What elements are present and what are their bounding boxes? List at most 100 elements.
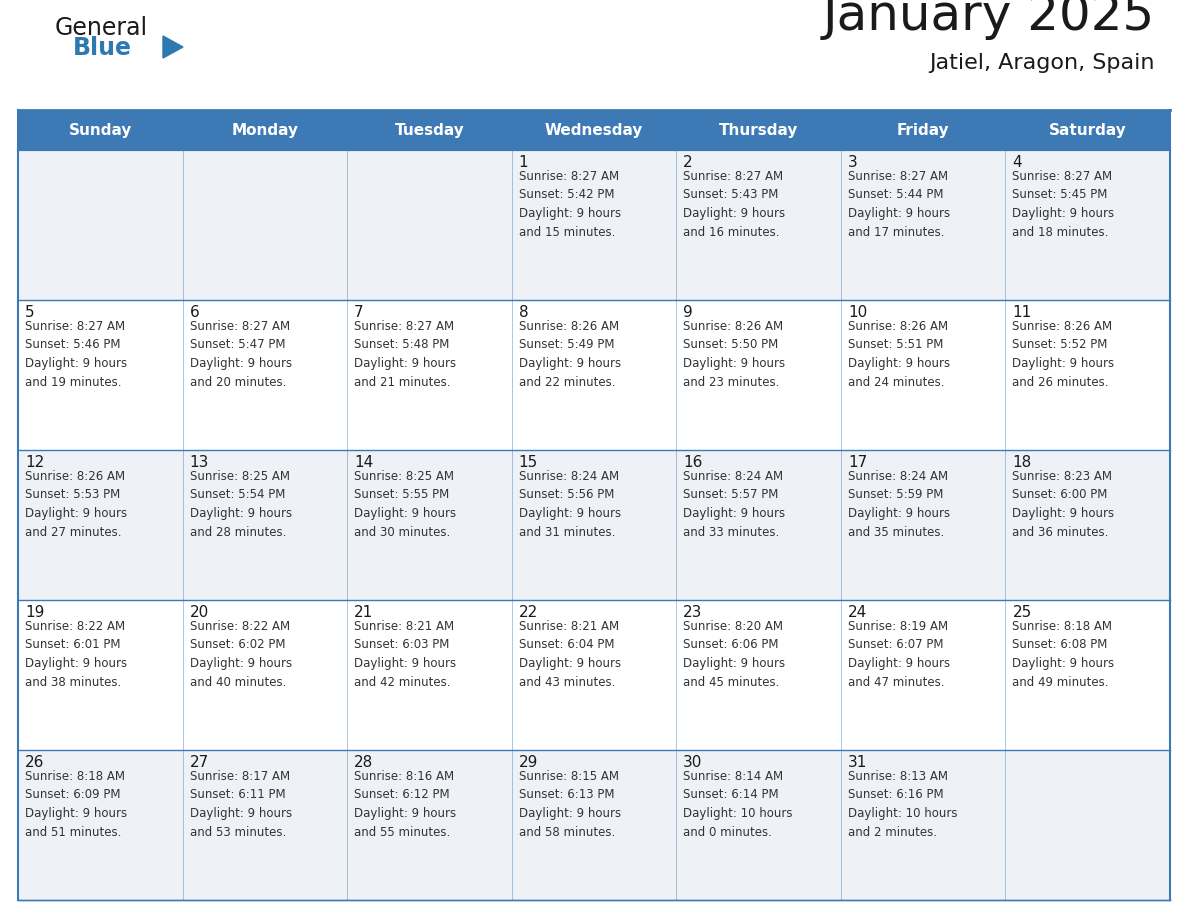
Bar [183, 150, 347, 300]
Bar [512, 450, 676, 600]
Text: 23: 23 [683, 605, 702, 620]
Bar [18, 600, 183, 750]
Bar [183, 750, 347, 900]
Bar [512, 600, 676, 750]
Text: 13: 13 [190, 455, 209, 470]
Text: Sunrise: 8:14 AM
Sunset: 6:14 PM
Daylight: 10 hours
and 0 minutes.: Sunrise: 8:14 AM Sunset: 6:14 PM Dayligh… [683, 770, 792, 838]
Text: Sunrise: 8:26 AM
Sunset: 5:49 PM
Daylight: 9 hours
and 22 minutes.: Sunrise: 8:26 AM Sunset: 5:49 PM Dayligh… [519, 320, 621, 388]
Text: Sunrise: 8:20 AM
Sunset: 6:06 PM
Daylight: 9 hours
and 45 minutes.: Sunrise: 8:20 AM Sunset: 6:06 PM Dayligh… [683, 620, 785, 688]
Bar [841, 450, 1005, 600]
Bar [183, 300, 347, 450]
Text: 29: 29 [519, 755, 538, 770]
Text: 31: 31 [848, 755, 867, 770]
Text: Sunrise: 8:19 AM
Sunset: 6:07 PM
Daylight: 9 hours
and 47 minutes.: Sunrise: 8:19 AM Sunset: 6:07 PM Dayligh… [848, 620, 950, 688]
Bar [512, 750, 676, 900]
Text: 15: 15 [519, 455, 538, 470]
Text: Sunrise: 8:17 AM
Sunset: 6:11 PM
Daylight: 9 hours
and 53 minutes.: Sunrise: 8:17 AM Sunset: 6:11 PM Dayligh… [190, 770, 292, 838]
Bar [18, 300, 183, 450]
Bar [1005, 450, 1170, 600]
Bar [18, 450, 183, 600]
Text: Monday: Monday [232, 122, 298, 138]
Polygon shape [163, 36, 183, 58]
Bar [347, 150, 512, 300]
Text: Friday: Friday [897, 122, 949, 138]
Bar [347, 300, 512, 450]
Text: 28: 28 [354, 755, 373, 770]
Text: 14: 14 [354, 455, 373, 470]
Bar [841, 300, 1005, 450]
Text: 7: 7 [354, 305, 364, 320]
Text: Wednesday: Wednesday [545, 122, 643, 138]
Text: 11: 11 [1012, 305, 1031, 320]
Bar [347, 600, 512, 750]
Bar [183, 600, 347, 750]
Bar [18, 150, 183, 300]
Text: Sunrise: 8:25 AM
Sunset: 5:55 PM
Daylight: 9 hours
and 30 minutes.: Sunrise: 8:25 AM Sunset: 5:55 PM Dayligh… [354, 470, 456, 539]
Bar [183, 450, 347, 600]
Text: Sunrise: 8:26 AM
Sunset: 5:51 PM
Daylight: 9 hours
and 24 minutes.: Sunrise: 8:26 AM Sunset: 5:51 PM Dayligh… [848, 320, 950, 388]
Bar [676, 300, 841, 450]
Text: 16: 16 [683, 455, 702, 470]
Text: Sunrise: 8:16 AM
Sunset: 6:12 PM
Daylight: 9 hours
and 55 minutes.: Sunrise: 8:16 AM Sunset: 6:12 PM Dayligh… [354, 770, 456, 838]
Text: Sunrise: 8:26 AM
Sunset: 5:50 PM
Daylight: 9 hours
and 23 minutes.: Sunrise: 8:26 AM Sunset: 5:50 PM Dayligh… [683, 320, 785, 388]
Text: 25: 25 [1012, 605, 1031, 620]
Text: 18: 18 [1012, 455, 1031, 470]
Text: Sunrise: 8:27 AM
Sunset: 5:45 PM
Daylight: 9 hours
and 18 minutes.: Sunrise: 8:27 AM Sunset: 5:45 PM Dayligh… [1012, 170, 1114, 239]
Text: Sunrise: 8:26 AM
Sunset: 5:52 PM
Daylight: 9 hours
and 26 minutes.: Sunrise: 8:26 AM Sunset: 5:52 PM Dayligh… [1012, 320, 1114, 388]
Text: Sunrise: 8:22 AM
Sunset: 6:02 PM
Daylight: 9 hours
and 40 minutes.: Sunrise: 8:22 AM Sunset: 6:02 PM Dayligh… [190, 620, 292, 688]
Text: 27: 27 [190, 755, 209, 770]
Text: 2: 2 [683, 155, 693, 170]
Text: Sunrise: 8:24 AM
Sunset: 5:56 PM
Daylight: 9 hours
and 31 minutes.: Sunrise: 8:24 AM Sunset: 5:56 PM Dayligh… [519, 470, 621, 539]
Bar [841, 750, 1005, 900]
Text: Sunrise: 8:27 AM
Sunset: 5:47 PM
Daylight: 9 hours
and 20 minutes.: Sunrise: 8:27 AM Sunset: 5:47 PM Dayligh… [190, 320, 292, 388]
Bar [841, 600, 1005, 750]
Text: 22: 22 [519, 605, 538, 620]
Text: Sunrise: 8:27 AM
Sunset: 5:46 PM
Daylight: 9 hours
and 19 minutes.: Sunrise: 8:27 AM Sunset: 5:46 PM Dayligh… [25, 320, 127, 388]
Bar [1005, 750, 1170, 900]
Bar [18, 750, 183, 900]
Text: Jatiel, Aragon, Spain: Jatiel, Aragon, Spain [929, 53, 1155, 73]
Text: 19: 19 [25, 605, 44, 620]
Text: Sunrise: 8:13 AM
Sunset: 6:16 PM
Daylight: 10 hours
and 2 minutes.: Sunrise: 8:13 AM Sunset: 6:16 PM Dayligh… [848, 770, 958, 838]
Bar [18, 110, 1170, 150]
Text: 9: 9 [683, 305, 693, 320]
Text: 10: 10 [848, 305, 867, 320]
Text: Tuesday: Tuesday [394, 122, 465, 138]
Text: 20: 20 [190, 605, 209, 620]
Text: Sunrise: 8:26 AM
Sunset: 5:53 PM
Daylight: 9 hours
and 27 minutes.: Sunrise: 8:26 AM Sunset: 5:53 PM Dayligh… [25, 470, 127, 539]
Text: 17: 17 [848, 455, 867, 470]
Text: 30: 30 [683, 755, 702, 770]
Text: 5: 5 [25, 305, 34, 320]
Bar [1005, 600, 1170, 750]
Text: Sunrise: 8:27 AM
Sunset: 5:42 PM
Daylight: 9 hours
and 15 minutes.: Sunrise: 8:27 AM Sunset: 5:42 PM Dayligh… [519, 170, 621, 239]
Bar [841, 150, 1005, 300]
Text: Sunrise: 8:27 AM
Sunset: 5:44 PM
Daylight: 9 hours
and 17 minutes.: Sunrise: 8:27 AM Sunset: 5:44 PM Dayligh… [848, 170, 950, 239]
Bar [512, 150, 676, 300]
Text: 6: 6 [190, 305, 200, 320]
Bar [676, 150, 841, 300]
Text: January 2025: January 2025 [823, 0, 1155, 40]
Text: Sunrise: 8:24 AM
Sunset: 5:59 PM
Daylight: 9 hours
and 35 minutes.: Sunrise: 8:24 AM Sunset: 5:59 PM Dayligh… [848, 470, 950, 539]
Text: Blue: Blue [72, 36, 132, 60]
Bar [676, 750, 841, 900]
Bar [676, 600, 841, 750]
Text: 21: 21 [354, 605, 373, 620]
Text: Sunrise: 8:25 AM
Sunset: 5:54 PM
Daylight: 9 hours
and 28 minutes.: Sunrise: 8:25 AM Sunset: 5:54 PM Dayligh… [190, 470, 292, 539]
Text: Sunrise: 8:27 AM
Sunset: 5:43 PM
Daylight: 9 hours
and 16 minutes.: Sunrise: 8:27 AM Sunset: 5:43 PM Dayligh… [683, 170, 785, 239]
Text: 8: 8 [519, 305, 529, 320]
Text: Sunday: Sunday [69, 122, 132, 138]
Text: Sunrise: 8:23 AM
Sunset: 6:00 PM
Daylight: 9 hours
and 36 minutes.: Sunrise: 8:23 AM Sunset: 6:00 PM Dayligh… [1012, 470, 1114, 539]
Text: 26: 26 [25, 755, 44, 770]
Bar [512, 300, 676, 450]
Bar [1005, 300, 1170, 450]
Text: Sunrise: 8:18 AM
Sunset: 6:09 PM
Daylight: 9 hours
and 51 minutes.: Sunrise: 8:18 AM Sunset: 6:09 PM Dayligh… [25, 770, 127, 838]
Text: Saturday: Saturday [1049, 122, 1126, 138]
Text: Sunrise: 8:18 AM
Sunset: 6:08 PM
Daylight: 9 hours
and 49 minutes.: Sunrise: 8:18 AM Sunset: 6:08 PM Dayligh… [1012, 620, 1114, 688]
Text: 3: 3 [848, 155, 858, 170]
Text: Sunrise: 8:27 AM
Sunset: 5:48 PM
Daylight: 9 hours
and 21 minutes.: Sunrise: 8:27 AM Sunset: 5:48 PM Dayligh… [354, 320, 456, 388]
Text: 12: 12 [25, 455, 44, 470]
Text: Thursday: Thursday [719, 122, 798, 138]
Bar [1005, 150, 1170, 300]
Text: 4: 4 [1012, 155, 1022, 170]
Text: Sunrise: 8:22 AM
Sunset: 6:01 PM
Daylight: 9 hours
and 38 minutes.: Sunrise: 8:22 AM Sunset: 6:01 PM Dayligh… [25, 620, 127, 688]
